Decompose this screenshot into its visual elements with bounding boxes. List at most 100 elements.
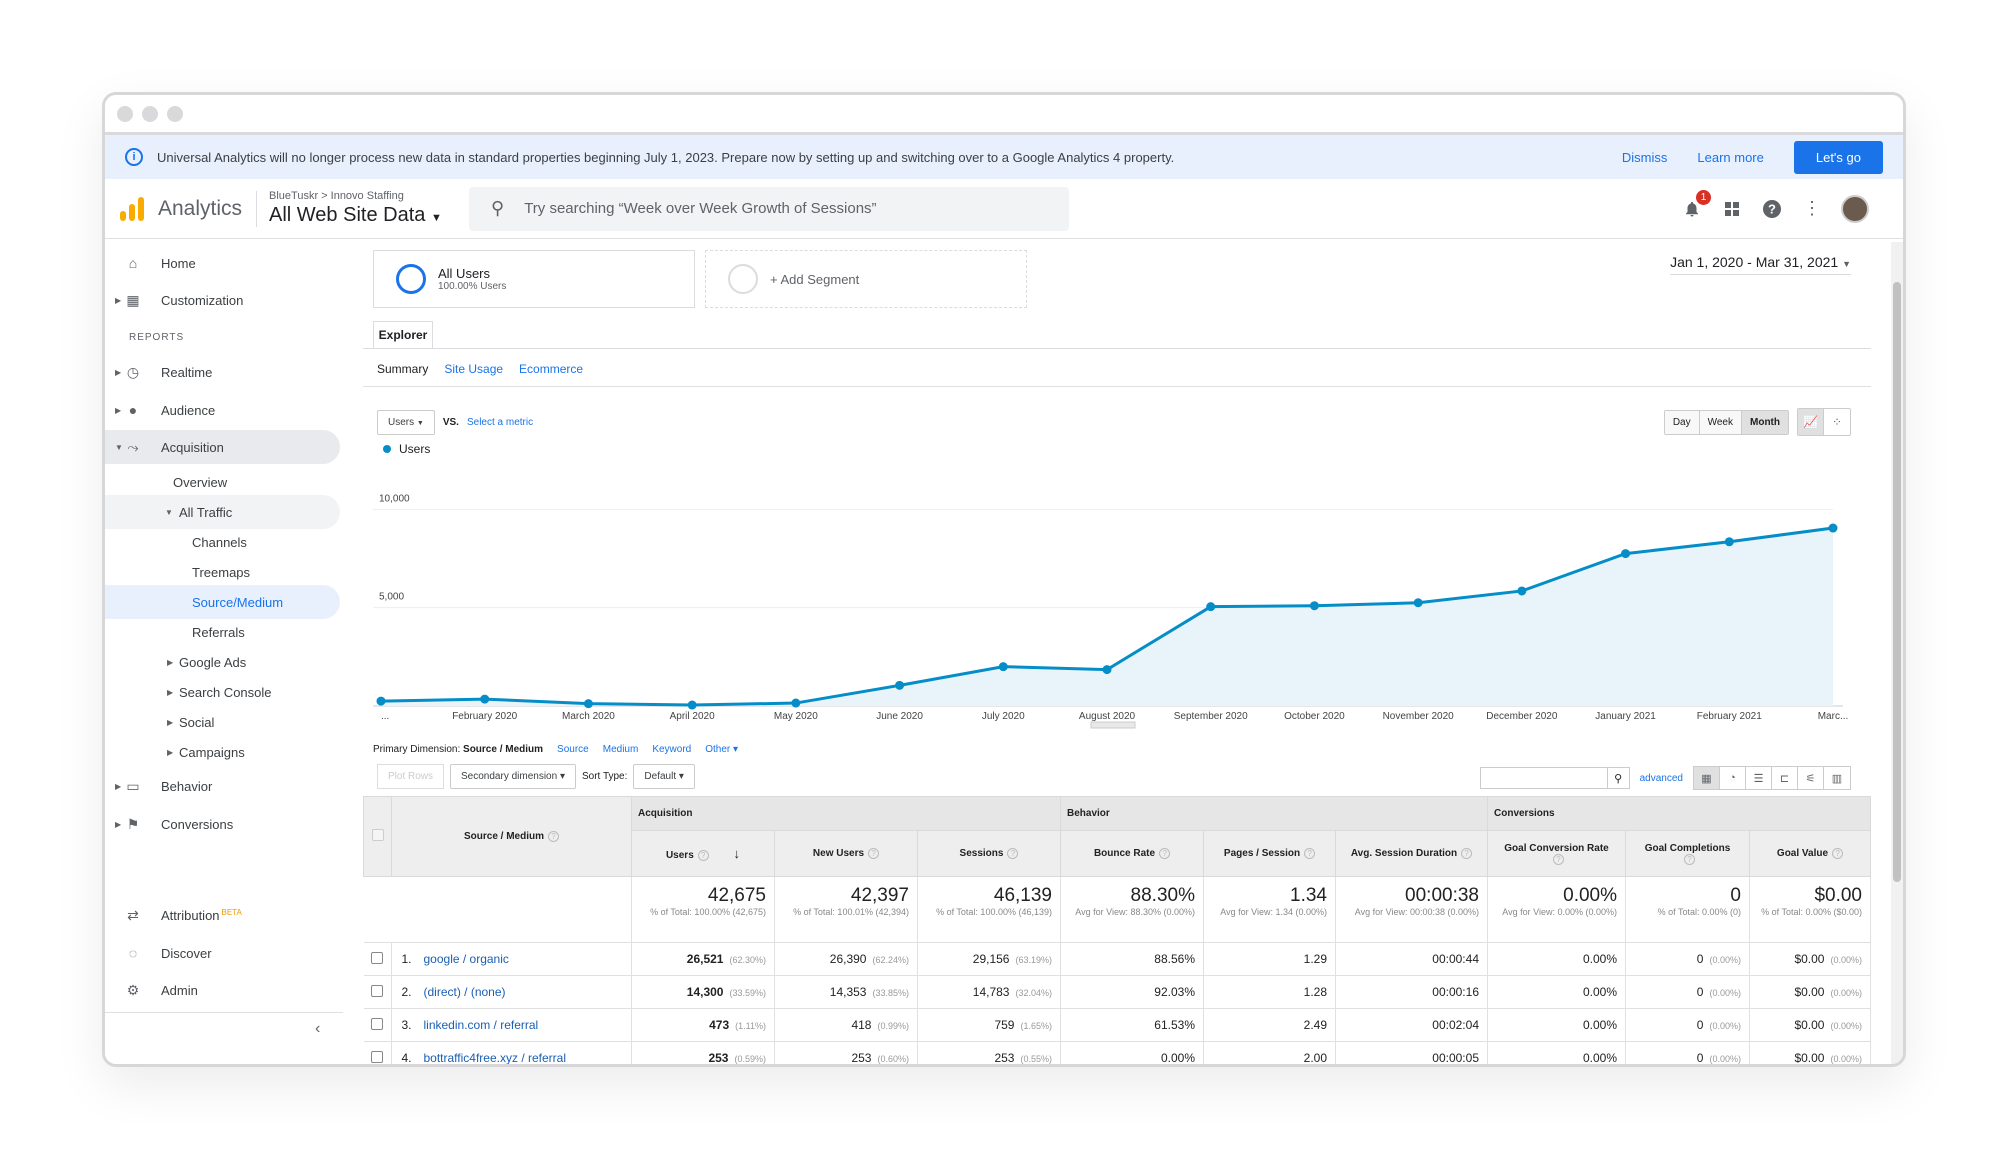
- dimension-keyword-link[interactable]: Keyword: [652, 744, 692, 755]
- col-users[interactable]: Users? ↓: [631, 830, 775, 877]
- term-cloud-icon[interactable]: ⚟: [1798, 767, 1824, 789]
- avatar[interactable]: [1841, 194, 1869, 223]
- comparison-icon[interactable]: ⊏: [1772, 767, 1798, 789]
- sort-type-dropdown[interactable]: Default ▾: [633, 764, 695, 789]
- row-checkbox[interactable]: [371, 1017, 384, 1030]
- lets-go-button[interactable]: Let's go: [1793, 140, 1883, 174]
- search-input[interactable]: ⚲ Try searching “Week over Week Growth o…: [469, 186, 1069, 231]
- sidebar-item-treemaps[interactable]: Treemaps: [192, 564, 251, 580]
- data-point[interactable]: [1413, 598, 1423, 608]
- tab-explorer[interactable]: Explorer: [373, 321, 433, 349]
- col-new-users[interactable]: New Users?: [774, 830, 918, 877]
- col-goal-completions[interactable]: Goal Completions?: [1625, 830, 1750, 877]
- period-month-button[interactable]: Month: [1742, 411, 1788, 434]
- data-point[interactable]: [791, 698, 801, 708]
- period-day-button[interactable]: Day: [1664, 411, 1700, 434]
- collapse-sidebar-icon[interactable]: ‹: [315, 1020, 321, 1037]
- notifications-bell-icon[interactable]: 1: [1681, 189, 1711, 220]
- sidebar-item-channels[interactable]: Channels: [192, 534, 247, 550]
- data-point[interactable]: [1102, 665, 1112, 675]
- sidebar-item-admin[interactable]: ⚙ Admin: [126, 981, 198, 998]
- more-options-icon[interactable]: ⋮: [1803, 198, 1821, 218]
- data-point[interactable]: [1517, 586, 1527, 596]
- window-maximize-dot[interactable]: [167, 105, 183, 122]
- search-icon[interactable]: ⚲: [1606, 767, 1629, 789]
- data-table-icon[interactable]: ▦: [1694, 767, 1720, 789]
- scrollbar-thumb[interactable]: [1893, 282, 1901, 882]
- sidebar-item-campaigns[interactable]: ▶ Campaigns: [167, 744, 245, 760]
- source-medium-link[interactable]: google / organic: [423, 952, 509, 966]
- data-point[interactable]: [376, 696, 386, 706]
- date-range-picker[interactable]: Jan 1, 2020 - Mar 31, 2021 ▼: [1670, 254, 1851, 275]
- dismiss-link[interactable]: Dismiss: [1621, 149, 1668, 165]
- sidebar-item-customization[interactable]: ▶ ▦ Customization: [115, 291, 244, 308]
- sidebar-item-search-console[interactable]: ▶ Search Console: [167, 684, 272, 700]
- segment-all-users[interactable]: All Users 100.00% Users: [373, 250, 695, 308]
- select-all-checkbox[interactable]: [371, 829, 384, 841]
- add-segment-button[interactable]: + Add Segment: [705, 250, 1027, 308]
- advanced-filter-link[interactable]: advanced: [1639, 772, 1683, 784]
- analytics-logo-icon[interactable]: [120, 196, 144, 221]
- data-point[interactable]: [583, 699, 593, 709]
- sidebar-item-all-traffic[interactable]: ▼ All Traffic: [105, 495, 340, 529]
- line-chart-icon[interactable]: 📈: [1798, 409, 1824, 435]
- sidebar-item-google-ads[interactable]: ▶ Google Ads: [167, 654, 247, 670]
- col-pages-session[interactable]: Pages / Session?: [1203, 830, 1336, 877]
- plot-rows-button[interactable]: Plot Rows: [377, 764, 445, 789]
- select-metric-link[interactable]: Select a metric: [466, 417, 534, 428]
- dimension-medium-link[interactable]: Medium: [602, 744, 639, 755]
- sidebar-item-attribution[interactable]: ⇄ Attribution BETA: [105, 898, 363, 932]
- chart-handle[interactable]: [1090, 721, 1136, 729]
- table-row[interactable]: 1. google / organic 26,521 (62.30%) 26,390 (6…: [363, 942, 1871, 976]
- sidebar-item-discover[interactable]: ◌ Discover: [105, 936, 363, 970]
- data-point[interactable]: [1309, 601, 1319, 611]
- data-point[interactable]: [1828, 523, 1838, 533]
- source-medium-link[interactable]: linkedin.com / referral: [423, 1018, 539, 1032]
- dimension-source-link[interactable]: Source: [557, 744, 589, 755]
- source-medium-link[interactable]: (direct) / (none): [423, 985, 506, 999]
- data-point[interactable]: [1724, 537, 1734, 547]
- sidebar-item-overview[interactable]: Overview: [173, 474, 228, 490]
- data-point[interactable]: [1621, 549, 1631, 559]
- dimension-other-link[interactable]: Other ▾: [705, 744, 739, 755]
- period-week-button[interactable]: Week: [1699, 411, 1742, 434]
- sidebar-item-audience[interactable]: ▶ ● Audience: [115, 402, 216, 418]
- sidebar-item-acquisition[interactable]: ▼ ⤳ Acquisition: [105, 430, 340, 464]
- account-selector[interactable]: BlueTuskr > Innovo Staffing All Web Site…: [269, 190, 459, 227]
- sidebar-item-home[interactable]: ⌂ Home: [105, 246, 363, 280]
- col-sessions[interactable]: Sessions?: [917, 830, 1061, 877]
- table-filter-input[interactable]: ⚲: [1479, 767, 1630, 789]
- window-minimize-dot[interactable]: [142, 105, 158, 122]
- secondary-dimension-dropdown[interactable]: Secondary dimension ▾: [450, 764, 576, 789]
- sidebar-item-conversions[interactable]: ▶ ⚑ Conversions: [115, 815, 234, 832]
- pie-chart-icon[interactable]: ◔: [1720, 767, 1746, 789]
- col-bounce-rate[interactable]: Bounce Rate?: [1060, 830, 1204, 877]
- source-medium-link[interactable]: bottraffic4free.xyz / referral: [423, 1051, 567, 1065]
- data-point[interactable]: [480, 694, 490, 704]
- subtab-summary[interactable]: Summary: [377, 362, 429, 376]
- table-row[interactable]: 3. linkedin.com / referral 473 (1.11%) 418 (0…: [363, 1008, 1871, 1042]
- col-avg-session-duration[interactable]: Avg. Session Duration?: [1335, 830, 1488, 877]
- sidebar-item-realtime[interactable]: ▶ ◷ Realtime: [115, 363, 213, 380]
- sidebar-item-social[interactable]: ▶ Social: [167, 714, 215, 730]
- col-goal-value[interactable]: Goal Value?: [1749, 830, 1871, 877]
- col-goal-conversion-rate[interactable]: Goal Conversion Rate?: [1487, 830, 1626, 877]
- subtab-site-usage[interactable]: Site Usage: [444, 362, 504, 376]
- table-row[interactable]: 4. bottraffic4free.xyz / referral 253 (0.59…: [363, 1041, 1871, 1065]
- row-checkbox[interactable]: [371, 951, 384, 964]
- data-point[interactable]: [1206, 602, 1216, 612]
- table-row[interactable]: 2. (direct) / (none) 14,300 (33.59%) 14,353(…: [363, 975, 1871, 1009]
- help-icon[interactable]: ?: [1761, 198, 1783, 220]
- sidebar-item-source-medium[interactable]: Source/Medium: [105, 585, 340, 619]
- subtab-ecommerce[interactable]: Ecommerce: [519, 362, 584, 376]
- apps-grid-icon[interactable]: [1721, 198, 1743, 220]
- row-checkbox[interactable]: [371, 1050, 384, 1063]
- page-scrollbar[interactable]: [1891, 242, 1903, 1064]
- data-point[interactable]: [895, 680, 905, 690]
- dimension-header[interactable]: Source / Medium?: [391, 796, 632, 877]
- data-point[interactable]: [998, 662, 1008, 672]
- row-checkbox[interactable]: [371, 984, 384, 997]
- metric-dropdown[interactable]: Users ▼: [377, 410, 435, 435]
- pivot-icon[interactable]: ▥: [1831, 772, 1843, 785]
- learn-more-link[interactable]: Learn more: [1697, 149, 1764, 165]
